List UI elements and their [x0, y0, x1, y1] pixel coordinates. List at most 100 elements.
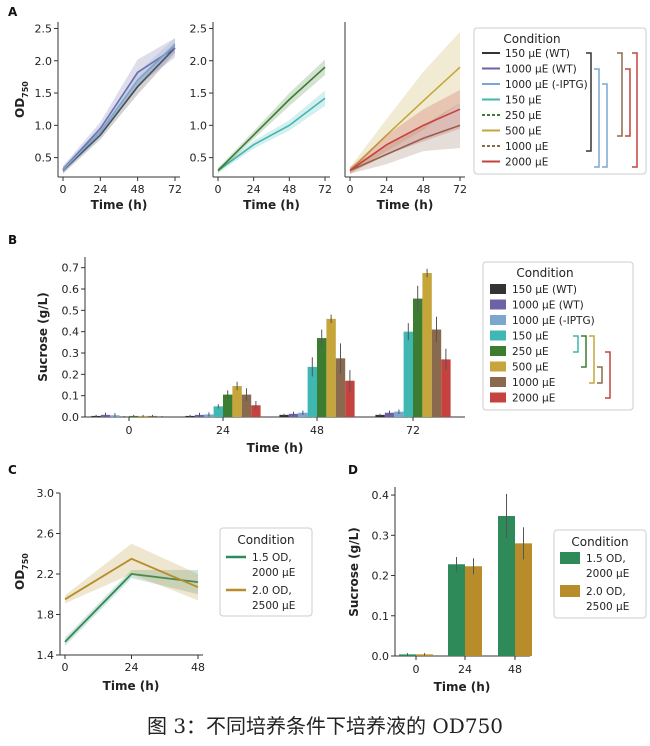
legend-entry: 1000 µE (-IPTG)	[512, 315, 595, 327]
legend-swatch	[490, 377, 506, 387]
legend-entry: 250 µE	[505, 110, 542, 122]
y-axis-label-subscript: 750	[21, 553, 30, 570]
series-line	[64, 557, 199, 601]
legend-entry-line1: 1.5 OD,	[252, 552, 292, 564]
x-tick-label: 24	[247, 183, 261, 196]
series-line	[217, 97, 326, 172]
x-tick-label: 72	[168, 183, 182, 196]
y-tick-label: 1.0	[190, 119, 208, 132]
x-axis-label: Time (h)	[91, 198, 148, 212]
y-axis-label-subscript: 750	[21, 81, 30, 98]
legend-swatch	[560, 585, 580, 597]
bar	[422, 273, 432, 417]
y-tick-label: 0.0	[62, 411, 80, 424]
x-tick-label: 48	[282, 183, 296, 196]
y-axis-label: Sucrose (g/L)	[347, 527, 361, 617]
y-tick-label: 0.0	[372, 650, 390, 663]
y-axis-label: Sucrose (g/L)	[36, 292, 50, 382]
y-tick-label: 2.5	[190, 22, 208, 35]
significance-bracket	[625, 68, 631, 137]
legend-title: Condition	[503, 32, 560, 46]
legend-entry: 500 µE	[505, 126, 542, 138]
bar	[515, 543, 532, 656]
bar	[498, 515, 515, 656]
y-tick-label: 0.5	[190, 152, 208, 165]
series-line	[349, 108, 461, 172]
x-tick-label: 24	[458, 663, 472, 676]
panel-c-legend: Condition 1.5 OD, 2000 µE 2.0 OD, 2500 µE	[219, 527, 313, 617]
x-tick-label: 48	[416, 183, 430, 196]
bar	[317, 338, 327, 417]
legend-entry-line2: 2000 µE	[586, 568, 629, 580]
y-tick-label: 0.2	[372, 570, 390, 583]
x-axis-label: Time (h)	[103, 679, 160, 693]
y-tick-label: 0.5	[35, 152, 53, 165]
significance-bracket	[617, 52, 623, 137]
x-axis-label: Time (h)	[247, 441, 304, 455]
y-tick-label: 0.7	[62, 262, 80, 275]
x-tick-label: 72	[318, 183, 332, 196]
panel-letter-b: B	[8, 233, 17, 247]
x-tick-label: 24	[380, 183, 394, 196]
bar	[394, 411, 404, 417]
bar	[448, 564, 465, 656]
y-tick-label: 2.6	[37, 528, 55, 541]
series-line	[62, 47, 176, 172]
y-tick-label: 0.4	[62, 326, 80, 339]
panel-d: 0.0 0.1 0.2 0.3 0.4 0 24 48 Time (h) Sucrose (g/L…	[347, 487, 532, 694]
legend-entry-line2: 2500 µE	[586, 601, 629, 613]
significance-bracket	[605, 351, 611, 399]
legend-entry: 1000 µE	[505, 141, 548, 153]
legend-title: Condition	[571, 535, 628, 549]
series-line	[62, 44, 176, 171]
x-tick-label: 24	[125, 661, 139, 674]
significance-bracket	[581, 335, 587, 368]
x-tick-label: 72	[453, 183, 467, 196]
y-tick-label: 0.1	[62, 390, 80, 403]
x-tick-label: 0	[62, 661, 69, 674]
y-tick-label: 1.4	[37, 649, 55, 662]
legend-swatch	[490, 284, 506, 294]
x-tick-label: 48	[131, 183, 145, 196]
confidence-band	[218, 90, 325, 174]
legend-swatch	[490, 392, 506, 403]
significance-bracket	[602, 83, 608, 168]
y-tick-label: 0.3	[62, 347, 80, 360]
y-tick-label: 0.5	[62, 304, 80, 317]
legend-swatch	[490, 361, 506, 372]
bar	[279, 414, 289, 417]
y-tick-label: 3.0	[37, 487, 55, 500]
bar	[213, 406, 223, 417]
legend-entry: 150 µE (WT)	[512, 284, 577, 296]
legend-frame	[219, 527, 313, 617]
series-line	[217, 66, 326, 172]
bar	[251, 405, 261, 417]
significance-bracket	[632, 52, 638, 168]
y-tick-label: 0.6	[62, 283, 80, 296]
legend-entry: 1000 µE (-IPTG)	[505, 79, 588, 91]
bar	[465, 566, 482, 656]
x-axis-label: Time (h)	[377, 198, 434, 212]
confidence-band	[65, 569, 198, 646]
bar	[403, 331, 413, 417]
legend-entry-line2: 2000 µE	[252, 567, 295, 579]
legend-entry: 250 µE	[512, 346, 549, 358]
panel-letter-d: D	[348, 463, 358, 477]
panel-letter-c: C	[8, 463, 17, 477]
legend-entry: 150 µE (WT)	[505, 48, 570, 60]
panel-b-legend: Condition 150 µE (WT) 1000 µE (WT) 1000 µE …	[482, 261, 634, 411]
panel-a-subplot-1: 0 24 48 72 0.5 1.0 1.5 2.0 2.5 Time (h)	[35, 22, 182, 212]
x-tick-label: 48	[508, 663, 522, 676]
confidence-band	[350, 89, 460, 174]
panel-c: 1.4 1.8 2.2 2.6 3.0 0 24 48 Time (h) OD750	[13, 487, 205, 693]
y-tick-label: 2.5	[35, 22, 53, 35]
legend-entry-line1: 2.0 OD,	[586, 586, 626, 598]
x-tick-label: 0	[347, 183, 354, 196]
y-axis-label: OD750	[13, 81, 30, 118]
legend-entry: 500 µE	[512, 362, 549, 374]
legend-entry-line1: 2.0 OD,	[252, 585, 292, 597]
legend-entry: 2000 µE	[505, 157, 548, 169]
legend-entry-line2: 2500 µE	[252, 600, 295, 612]
x-axis-label: Time (h)	[434, 680, 491, 694]
